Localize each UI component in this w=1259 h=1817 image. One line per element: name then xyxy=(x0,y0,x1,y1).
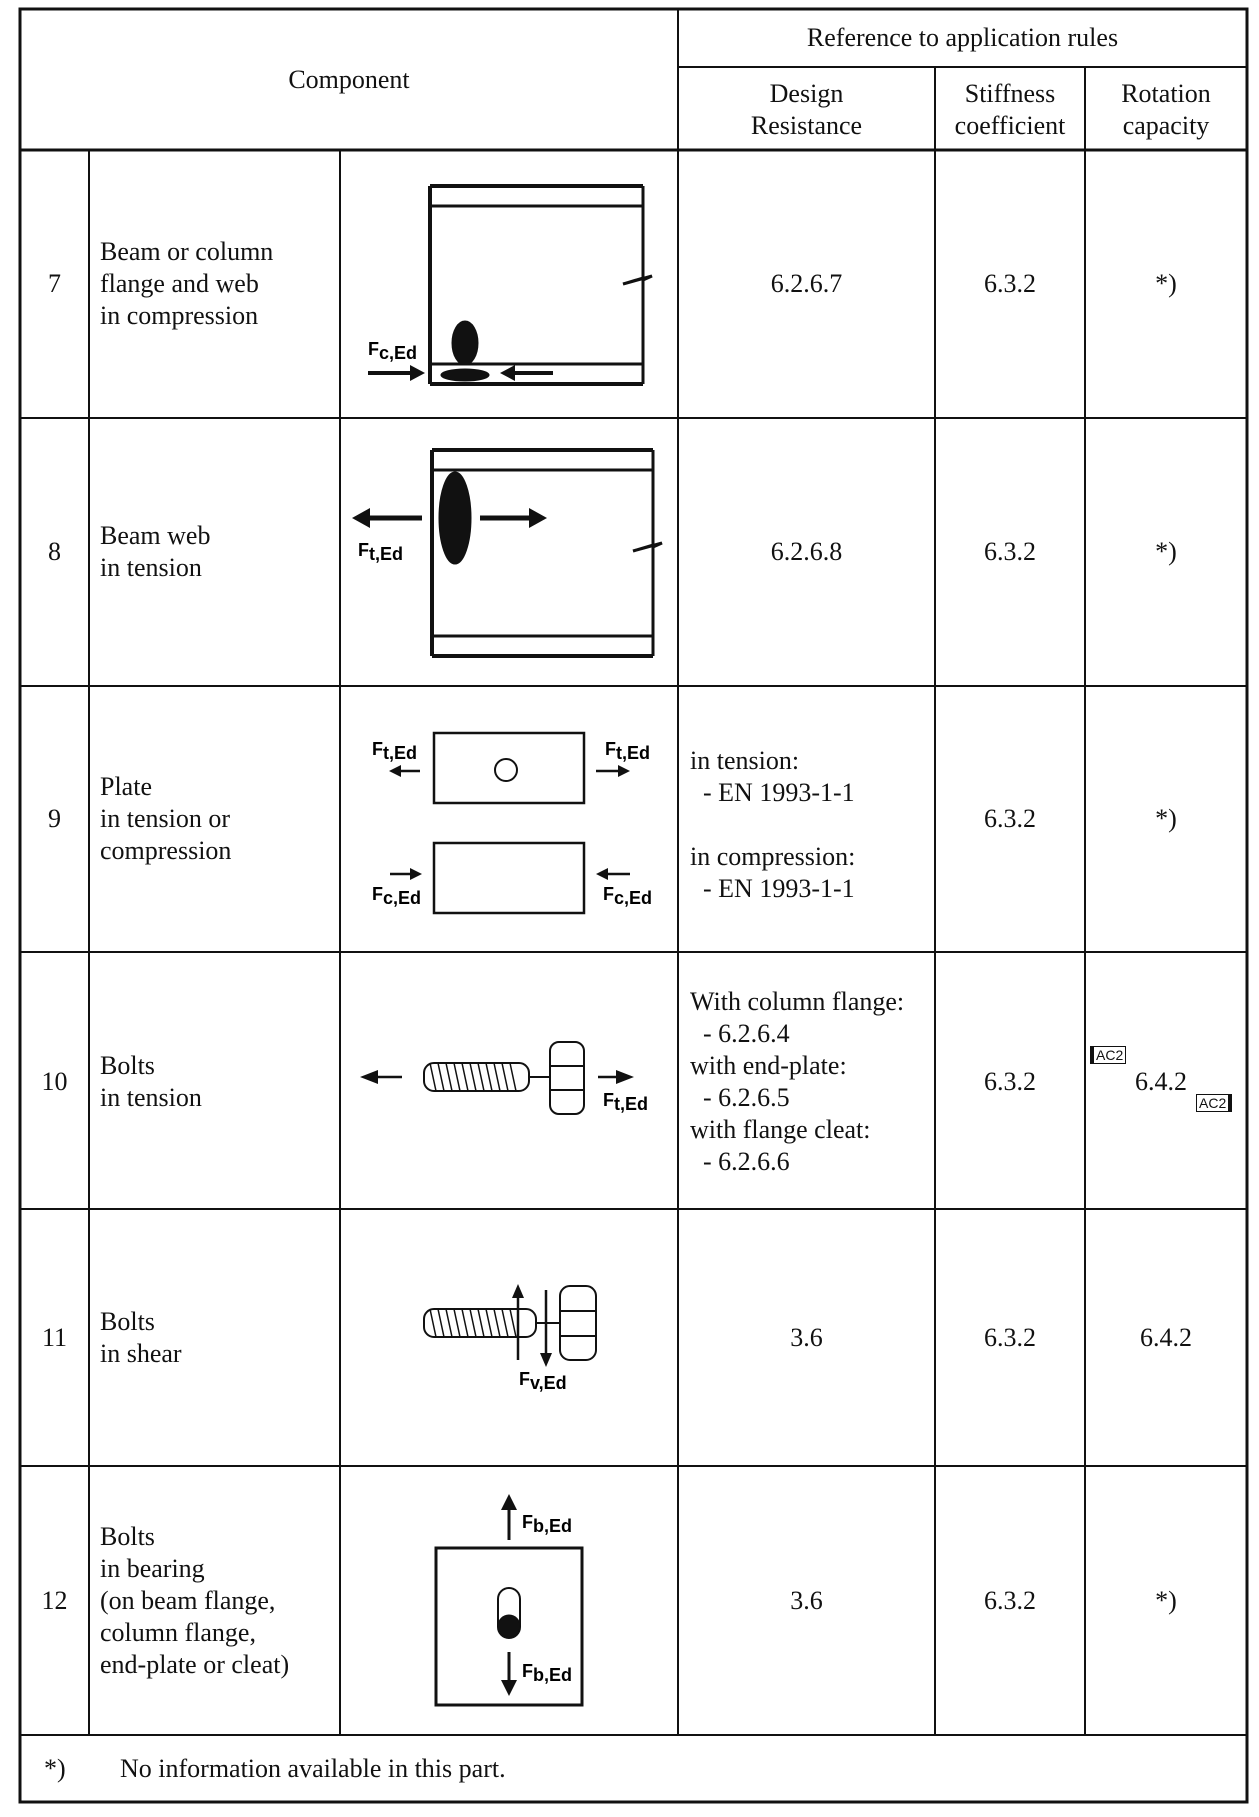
rotation-ref: *) xyxy=(1155,537,1177,566)
rotation-ref: 6.4.2 xyxy=(1135,1067,1187,1096)
stiffness-ref: 6.3.2 xyxy=(984,1067,1036,1096)
stiffness-ref: 6.3.2 xyxy=(984,1586,1036,1615)
stiffness-header-2: coefficient xyxy=(954,111,1066,140)
design-resistance-header-1: Design xyxy=(769,79,844,108)
component-name-line: (on beam flange, xyxy=(100,1586,276,1615)
component-name-line: end-plate or cleat) xyxy=(100,1650,290,1679)
force-label-t-ed-right: Ft,Ed xyxy=(605,739,650,763)
force-label-c-ed-right: Fc,Ed xyxy=(603,884,652,908)
force-label-t-ed: Ft,Ed xyxy=(358,540,403,564)
force-label-b-ed-top: Fb,Ed xyxy=(522,1512,572,1536)
component-name-line: Beam or column xyxy=(100,237,274,266)
component-name-line: in shear xyxy=(100,1339,182,1368)
component-name-line: Bolts xyxy=(100,1051,155,1080)
force-label-t-ed-left: Ft,Ed xyxy=(372,739,417,763)
row-number: 10 xyxy=(41,1067,68,1096)
force-label-b-ed-bottom: Fb,Ed xyxy=(522,1661,572,1685)
design-resistance-line: With column flange: xyxy=(690,987,905,1016)
bolt-shear-diagram xyxy=(423,1284,597,1367)
amendment-start-tag: AC2 xyxy=(1090,1046,1127,1064)
stiffness-header-1: Stiffness xyxy=(964,79,1056,108)
force-label-v-ed: Fv,Ed xyxy=(519,1369,567,1393)
component-header: Component xyxy=(288,65,410,94)
row-number: 9 xyxy=(48,804,61,833)
beam-compression-diagram xyxy=(368,184,653,386)
design-resistance-line: with end-plate: xyxy=(690,1051,847,1080)
force-label-c-ed: Fc,Ed xyxy=(368,339,417,363)
design-resistance-line: - 6.2.6.5 xyxy=(690,1083,790,1112)
component-name-line: in tension xyxy=(100,553,202,582)
design-resistance-line: - 6.2.6.4 xyxy=(690,1019,790,1048)
design-resistance-ref: 6.2.6.8 xyxy=(770,537,843,566)
design-resistance-header-2: Resistance xyxy=(750,111,863,140)
design-resistance-ref: 6.2.6.7 xyxy=(770,269,843,298)
component-name-line: flange and web xyxy=(100,269,259,298)
component-name-line: in tension or xyxy=(100,804,230,833)
reference-header: Reference to application rules xyxy=(806,23,1119,52)
component-name-line: column flange, xyxy=(100,1618,256,1647)
rotation-header-2: capacity xyxy=(1122,111,1210,140)
rotation-ref: 6.4.2 xyxy=(1140,1323,1192,1352)
component-name-line: Beam web xyxy=(100,521,211,550)
bolt-bearing-diagram xyxy=(434,1494,584,1707)
row-number: 11 xyxy=(41,1323,68,1352)
footnote-text: No information available in this part. xyxy=(120,1754,506,1783)
design-resistance-line: in compression: xyxy=(690,842,856,871)
component-name-line: in tension xyxy=(100,1083,202,1112)
design-resistance-line: - 6.2.6.6 xyxy=(690,1147,790,1176)
force-label-c-ed-left: Fc,Ed xyxy=(372,884,421,908)
stiffness-ref: 6.3.2 xyxy=(984,269,1036,298)
design-resistance-line: - EN 1993-1-1 xyxy=(690,874,855,903)
component-name-line: Bolts xyxy=(100,1307,155,1336)
rotation-ref: *) xyxy=(1155,804,1177,833)
stiffness-ref: 6.3.2 xyxy=(984,804,1036,833)
design-resistance-line: with flange cleat: xyxy=(690,1115,871,1144)
rotation-ref: *) xyxy=(1155,1586,1177,1615)
design-resistance-line: in tension: xyxy=(690,746,800,775)
rotation-ref: *) xyxy=(1155,269,1177,298)
row-number: 12 xyxy=(41,1586,68,1615)
design-resistance-line: - EN 1993-1-1 xyxy=(690,778,855,807)
force-label-t-ed-bolt: Ft,Ed xyxy=(603,1090,648,1114)
row-number: 8 xyxy=(48,537,61,566)
component-name-line: Bolts xyxy=(100,1522,155,1551)
component-name-line: Plate xyxy=(100,772,152,801)
stiffness-ref: 6.3.2 xyxy=(984,537,1036,566)
component-name-line: in bearing xyxy=(100,1554,205,1583)
rotation-header-1: Rotation xyxy=(1121,79,1211,108)
amendment-end-tag: AC2 xyxy=(1196,1094,1233,1112)
row-number: 7 xyxy=(48,269,61,298)
component-name-line: in compression xyxy=(100,301,259,330)
footnote-mark: *) xyxy=(44,1754,66,1783)
bolt-tension-diagram xyxy=(360,1041,634,1115)
stiffness-ref: 6.3.2 xyxy=(984,1323,1036,1352)
design-resistance-ref: 3.6 xyxy=(790,1323,823,1352)
beam-web-tension-diagram xyxy=(352,448,663,658)
plate-diagram xyxy=(389,731,630,915)
design-resistance-ref: 3.6 xyxy=(790,1586,823,1615)
component-name-line: compression xyxy=(100,836,232,865)
